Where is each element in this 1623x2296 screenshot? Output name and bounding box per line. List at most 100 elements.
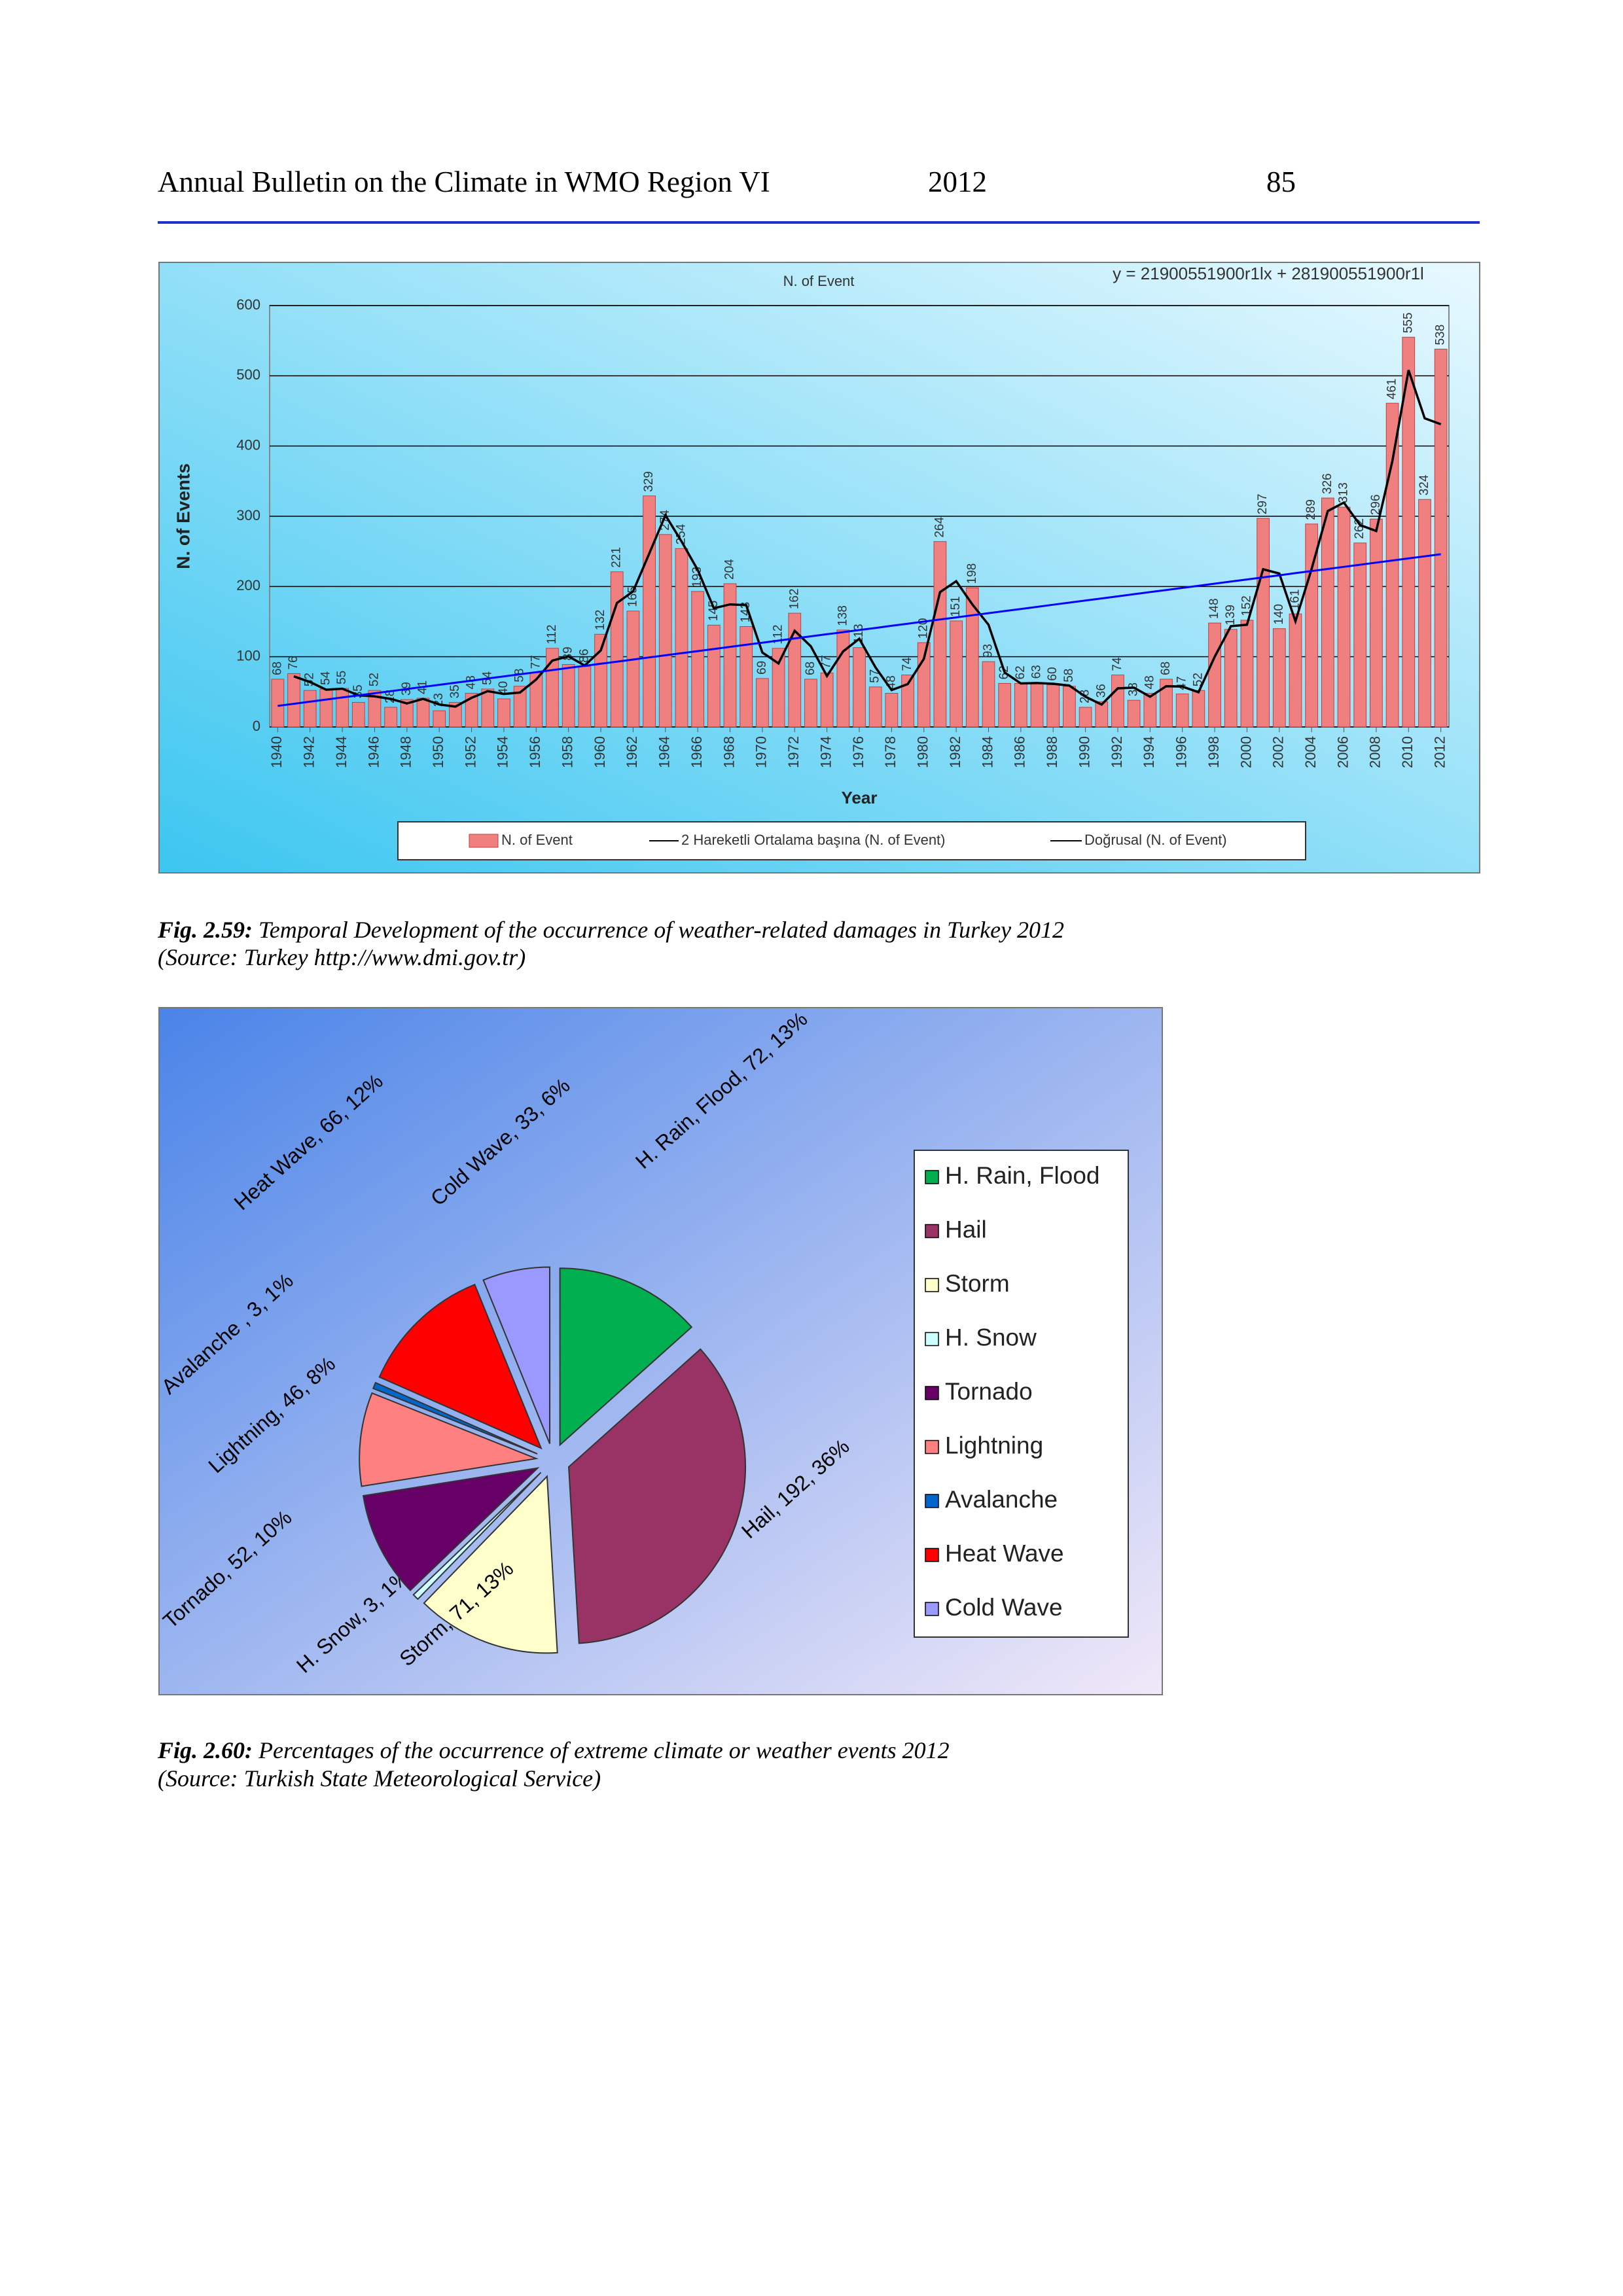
bar — [1192, 690, 1205, 728]
bar — [578, 666, 592, 728]
y-axis-label: N. of Events — [173, 463, 193, 569]
caption-source: (Source: Turkish State Meteorological Se… — [158, 1765, 601, 1792]
value-label: 58 — [1062, 669, 1076, 682]
bar — [1418, 499, 1431, 728]
x-tick-label: 2000 — [1238, 736, 1254, 768]
caption: Fig. 2.60: Percentages of the occurrence… — [158, 1737, 950, 1764]
bar — [740, 626, 753, 728]
value-label: 38 — [1127, 682, 1141, 696]
value-label: 204 — [723, 559, 737, 580]
header-year: 2012 — [928, 166, 987, 198]
value-label: 58 — [513, 669, 527, 682]
bar — [756, 678, 769, 728]
value-label: 297 — [1256, 494, 1270, 515]
bar — [723, 583, 737, 728]
bar — [465, 692, 478, 728]
bar — [901, 675, 914, 728]
series-line — [293, 370, 1442, 708]
caption-source: (Source: Turkey http://www.dmi.gov.tr) — [158, 944, 526, 970]
bar — [546, 648, 559, 728]
value-label: 54 — [319, 671, 332, 685]
bar — [1321, 497, 1334, 728]
value-label: 296 — [1369, 495, 1383, 516]
x-tick-label: 2006 — [1334, 736, 1351, 768]
value-label: 254 — [674, 523, 688, 544]
value-label: 74 — [901, 657, 914, 671]
legend-label: Storm — [945, 1270, 1010, 1297]
value-label: 48 — [1143, 675, 1156, 689]
legend-marker — [925, 1547, 939, 1563]
y-tick-label: 600 — [236, 296, 260, 313]
caption-text: Temporal Development of the occurrence o… — [259, 917, 1065, 943]
y-tick-label: 100 — [236, 647, 260, 663]
bar — [885, 692, 899, 728]
bar — [1370, 518, 1383, 728]
value-label: 57 — [868, 669, 882, 683]
x-tick-label: 1972 — [785, 736, 802, 768]
x-tick-label: 1948 — [398, 736, 414, 768]
bar — [1014, 682, 1027, 728]
y-tick-label: 300 — [236, 507, 260, 523]
bar — [1402, 336, 1416, 728]
bar — [562, 663, 575, 728]
bar — [1305, 523, 1319, 728]
bar — [1385, 402, 1399, 728]
legend-label: Doğrusal (N. of Event) — [1084, 832, 1227, 848]
bar — [820, 672, 834, 728]
legend-marker — [925, 1386, 939, 1400]
x-tick-label: 1940 — [268, 736, 285, 768]
pie-slice — [372, 1381, 538, 1455]
x-tick-label: 1998 — [1205, 736, 1222, 768]
x-tick-label: 1942 — [301, 736, 317, 768]
bar — [691, 591, 705, 728]
bar — [982, 661, 995, 728]
bar — [1079, 707, 1092, 728]
x-tick-label: 1958 — [559, 736, 575, 768]
bar — [933, 541, 947, 728]
bar — [626, 610, 640, 728]
legend-label: Avalanche — [945, 1486, 1058, 1513]
value-label: 538 — [1434, 325, 1448, 345]
value-label: 262 — [1353, 518, 1366, 539]
value-label: 48 — [465, 675, 478, 689]
x-tick-label: 2008 — [1367, 736, 1383, 768]
bar — [497, 698, 510, 728]
pie-slice — [378, 1283, 543, 1450]
bar — [400, 699, 414, 728]
value-label: 120 — [917, 618, 931, 639]
legend-label: H. Snow — [945, 1324, 1037, 1351]
value-label: 77 — [820, 655, 834, 669]
value-label: 264 — [933, 517, 946, 538]
value-label: 36 — [1094, 684, 1108, 698]
bar — [1272, 628, 1286, 728]
value-label: 148 — [1207, 598, 1221, 619]
value-label: 289 — [1304, 499, 1318, 520]
bar — [1175, 694, 1189, 728]
x-tick-label: 1976 — [850, 736, 866, 768]
x-tick-label: 1954 — [495, 736, 511, 768]
bar — [351, 701, 365, 728]
bar — [1353, 542, 1367, 728]
value-label: 74 — [1111, 657, 1124, 671]
bar — [513, 686, 527, 728]
bar — [772, 648, 785, 728]
series-line — [277, 553, 1441, 707]
x-tick-label: 1988 — [1044, 736, 1060, 768]
bar — [336, 688, 349, 728]
pie-slice — [359, 1392, 539, 1487]
value-label: 68 — [1159, 662, 1173, 675]
x-tick-label: 1980 — [915, 736, 931, 768]
legend-marker — [469, 834, 499, 848]
bar — [643, 495, 656, 728]
bar — [836, 629, 850, 728]
y-tick-label: 400 — [236, 436, 260, 453]
value-label: 198 — [965, 563, 979, 584]
value-label: 68 — [270, 662, 284, 675]
x-tick-label: 1952 — [462, 736, 478, 768]
caption: Fig. 2.59: Temporal Development of the o… — [158, 916, 1064, 944]
bar — [594, 633, 607, 728]
legend-label: Tornado — [945, 1378, 1033, 1405]
value-label: 555 — [1401, 313, 1415, 334]
bar — [319, 688, 333, 728]
